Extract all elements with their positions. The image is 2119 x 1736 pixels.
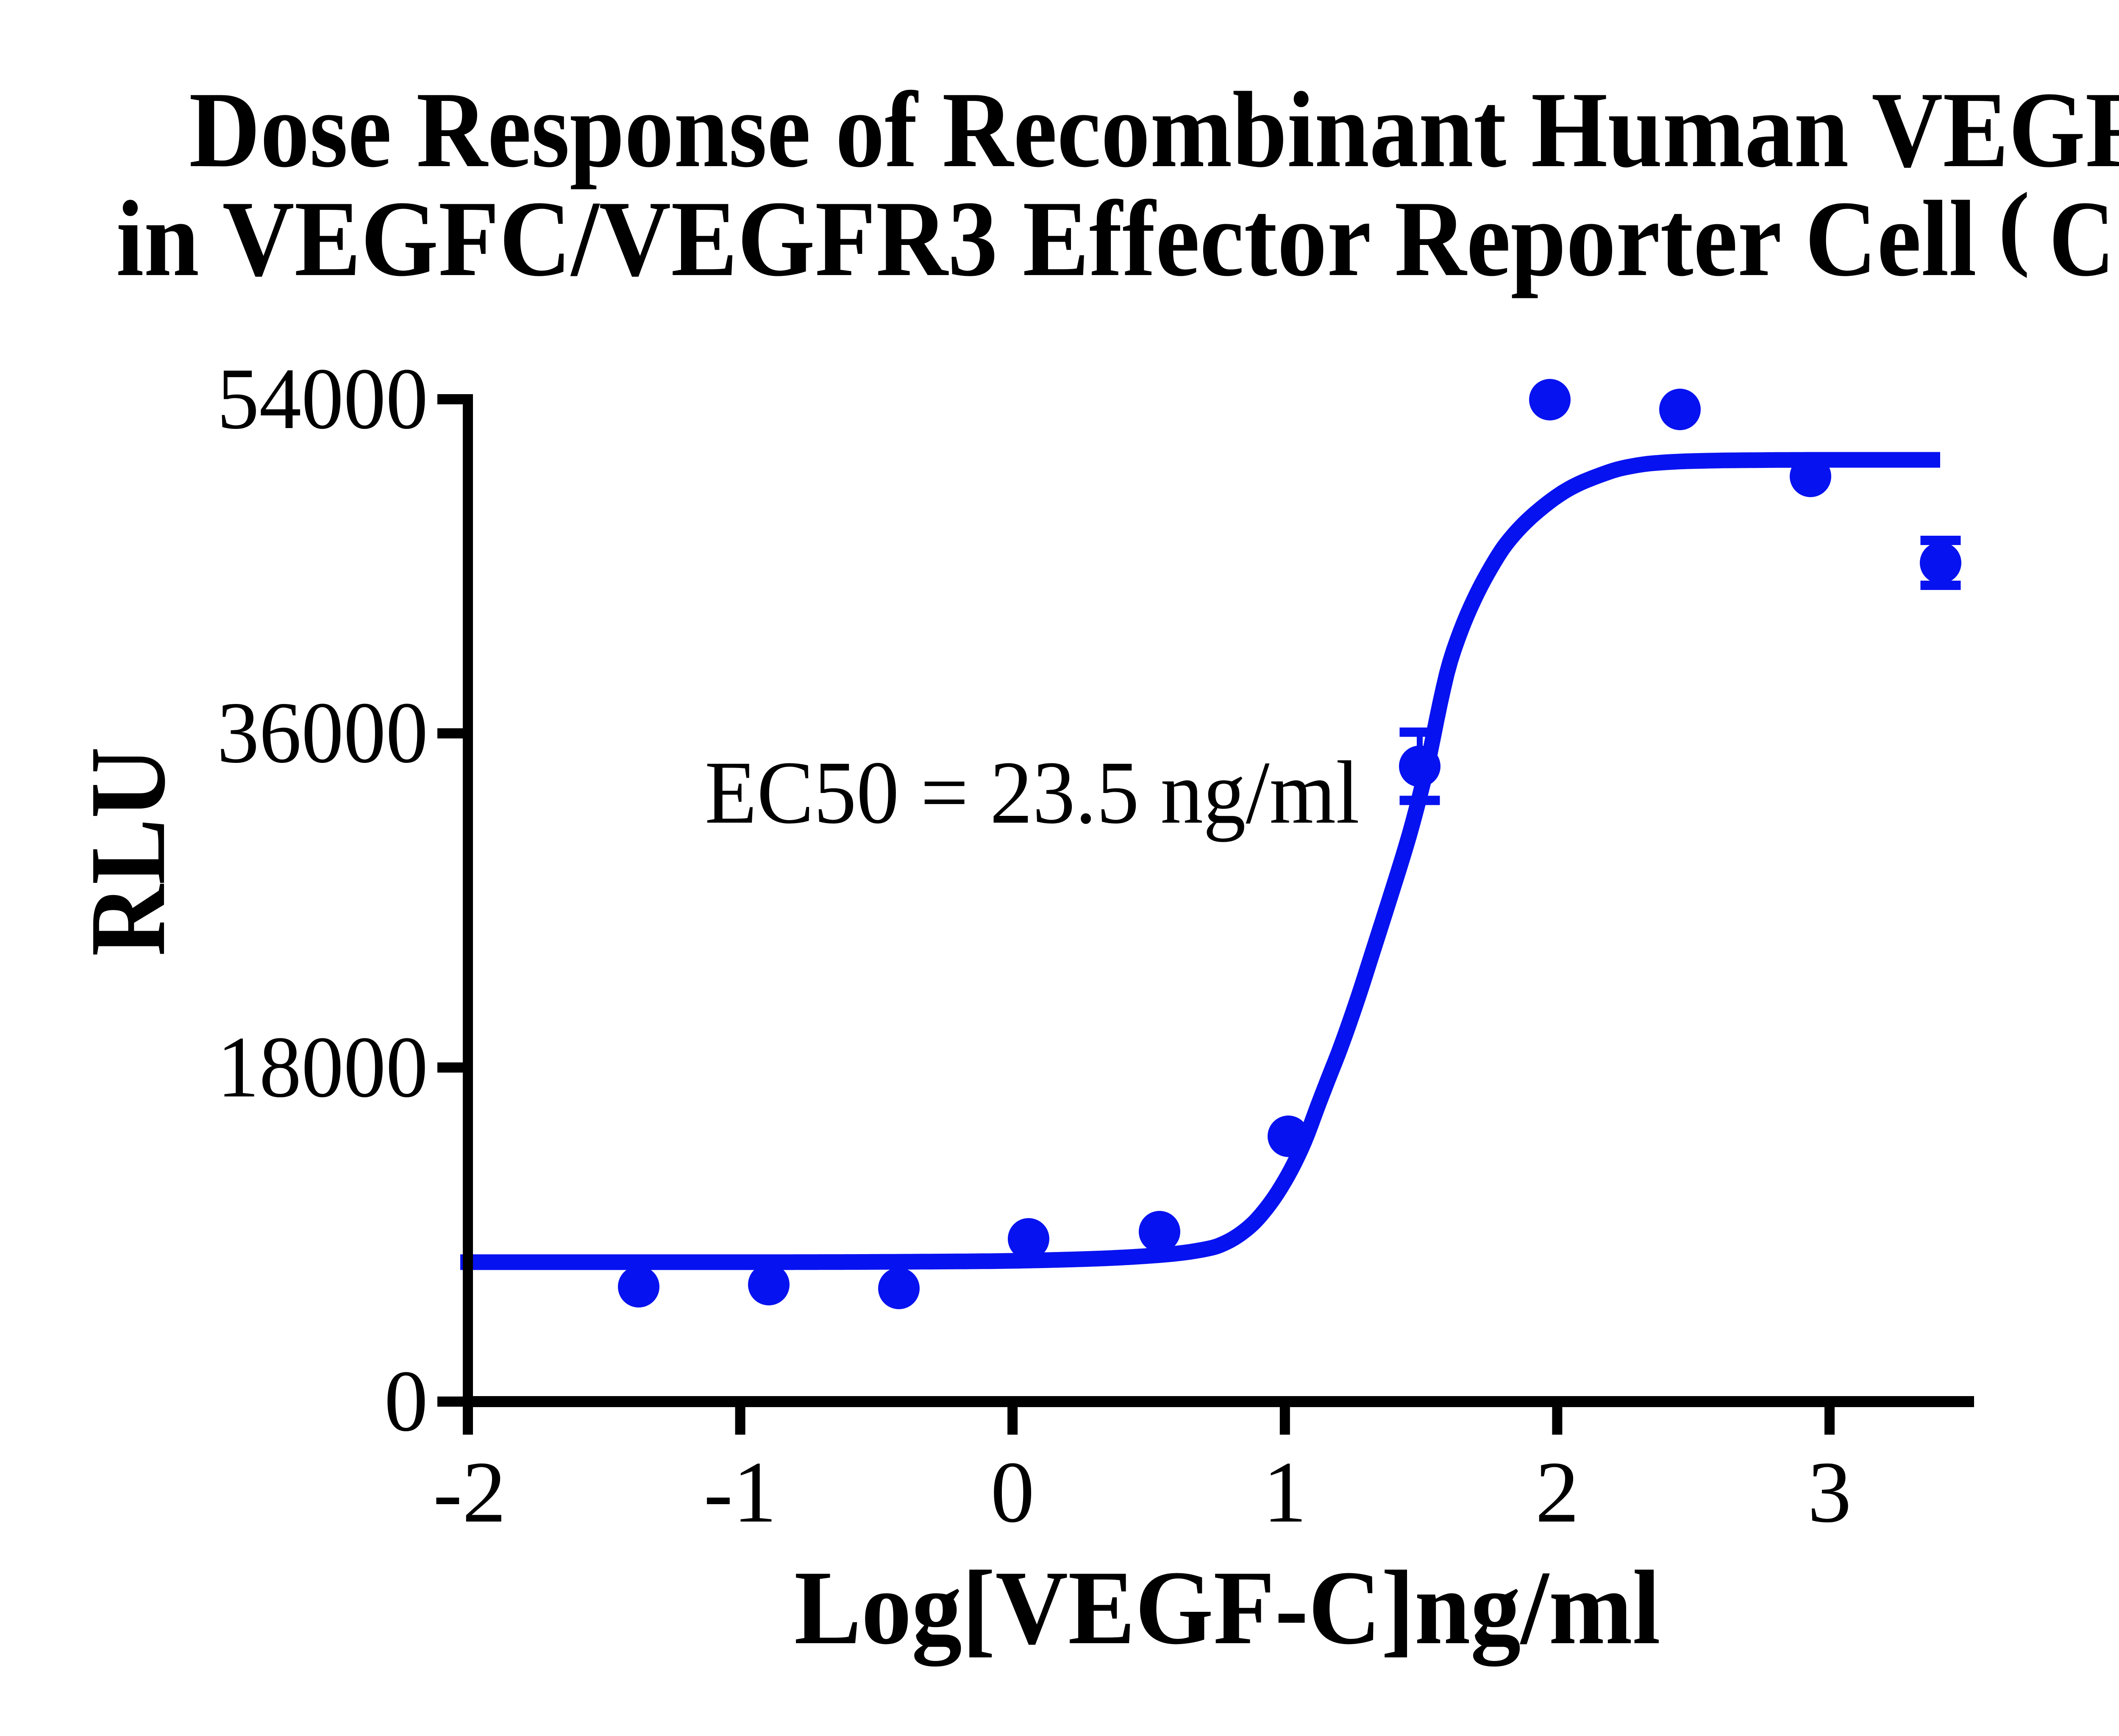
svg-text:C71: C71 [2049, 179, 2119, 299]
svg-text:(: ( [1998, 173, 2030, 278]
svg-text:54000: 54000 [217, 350, 428, 447]
svg-text:Log[VEGF-C]ng/ml: Log[VEGF-C]ng/ml [794, 1549, 1660, 1666]
svg-text:RLU: RLU [68, 747, 187, 956]
svg-text:in VEGFC/VEGFR3 Effector Repor: in VEGFC/VEGFR3 Effector Reporter Cell [116, 179, 1977, 299]
svg-text:Dose Response of Recombinant H: Dose Response of Recombinant Human VEGF-… [189, 70, 2119, 190]
svg-text:18000: 18000 [217, 1018, 428, 1116]
svg-text:0: 0 [384, 1352, 428, 1449]
svg-text:1: 1 [1263, 1444, 1307, 1541]
svg-text:-2: -2 [433, 1444, 506, 1541]
svg-text:0: 0 [990, 1444, 1034, 1541]
svg-text:-1: -1 [704, 1444, 776, 1541]
svg-text:3: 3 [1808, 1444, 1852, 1541]
svg-text:36000: 36000 [217, 684, 428, 781]
svg-text:EC50 = 23.5 ng/ml: EC50 = 23.5 ng/ml [705, 743, 1360, 842]
svg-text:2: 2 [1535, 1444, 1580, 1541]
